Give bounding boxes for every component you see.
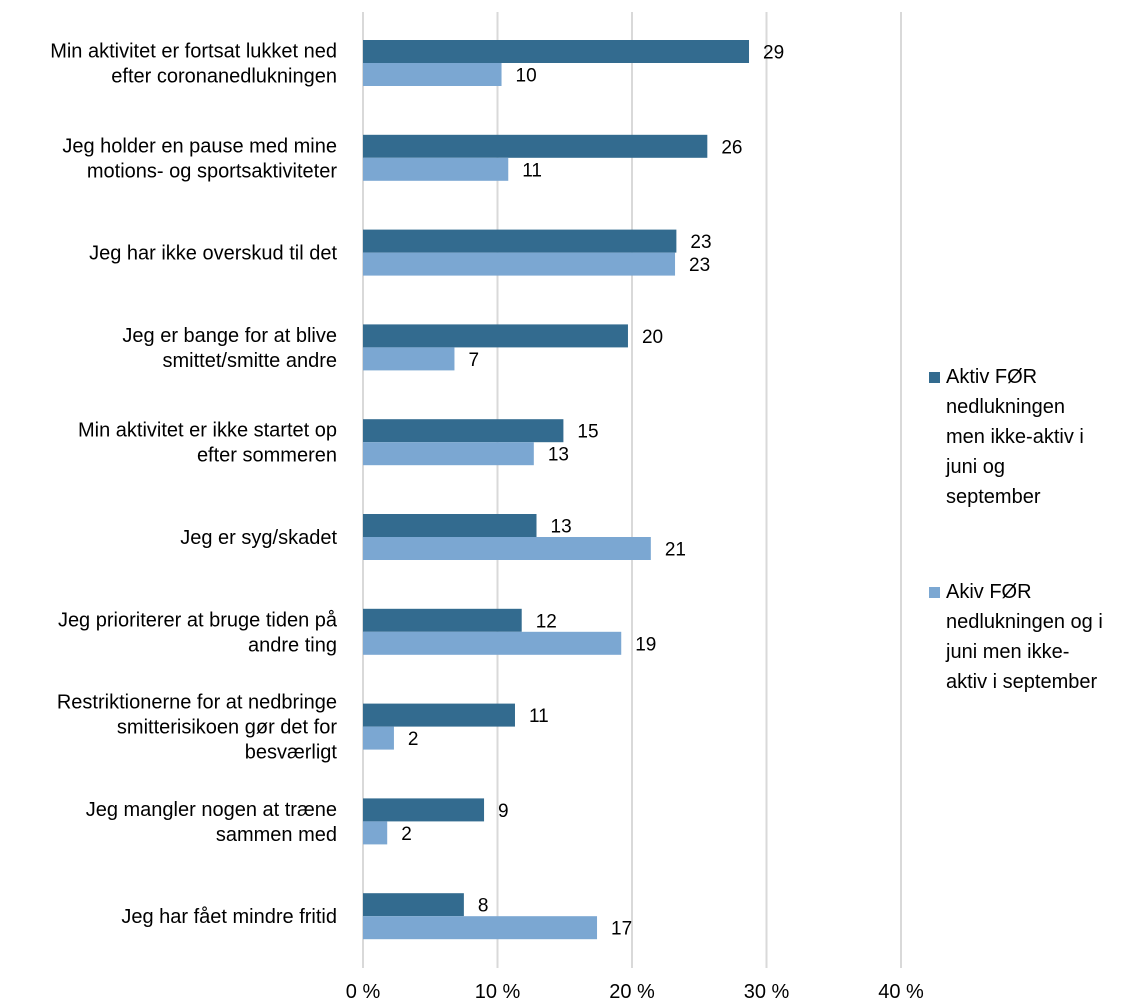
bar-series-0-cat-8 <box>363 798 485 822</box>
legend-label-0: Aktiv FØR nedlukningen men ikke-aktiv i jun… <box>945 366 1084 508</box>
value-label: 21 <box>665 540 686 561</box>
legend-label-1: Akiv FØR nedlukningen og i juni men ikke-a… <box>945 581 1103 693</box>
value-label: 2 <box>401 824 412 845</box>
bars <box>363 40 750 940</box>
value-label: 20 <box>642 327 663 348</box>
value-label: 10 <box>516 66 537 87</box>
x-tick-label: 30 % <box>744 981 790 1001</box>
bar-series-1-cat-3 <box>363 347 455 371</box>
value-label: 13 <box>551 517 572 538</box>
category-label: Jeg er bange for at blive smittet/smitte … <box>122 325 337 372</box>
bar-series-1-cat-6 <box>363 631 622 655</box>
bar-series-1-cat-1 <box>363 157 509 181</box>
x-tick-label: 20 % <box>609 981 655 1001</box>
value-label: 8 <box>478 896 489 917</box>
category-labels: Min aktivitet er fortsat lukket ned efter… <box>50 41 338 929</box>
value-label: 23 <box>690 232 711 253</box>
bar-series-0-cat-2 <box>363 229 677 253</box>
bar-series-0-cat-9 <box>363 893 464 917</box>
bar-series-1-cat-5 <box>363 537 651 560</box>
category-label: Jeg mangler nogen at træne sammen med <box>86 799 337 846</box>
value-label: 13 <box>548 445 569 466</box>
bar-series-0-cat-7 <box>363 703 515 727</box>
x-tick-label: 10 % <box>475 981 521 1001</box>
bar-series-0-cat-1 <box>363 134 708 158</box>
bar-series-1-cat-2 <box>363 252 676 276</box>
x-tick-label: 0 % <box>346 981 381 1001</box>
value-label: 26 <box>721 137 742 158</box>
value-label: 29 <box>763 43 784 64</box>
bar-series-1-cat-7 <box>363 726 394 750</box>
value-label: 19 <box>635 634 656 655</box>
value-label: 2 <box>408 729 419 750</box>
bar-series-1-cat-0 <box>363 63 502 86</box>
bar-series-0-cat-4 <box>363 419 564 443</box>
category-label: Min aktivitet er ikke startet op efter so… <box>78 420 337 467</box>
bar-series-1-cat-8 <box>363 821 388 845</box>
value-label: 7 <box>468 350 479 371</box>
value-label: 11 <box>522 160 542 181</box>
category-label: Min aktivitet er fortsat lukket ned efter… <box>50 41 337 88</box>
bar-series-0-cat-3 <box>363 324 628 348</box>
value-label: 23 <box>689 255 710 276</box>
value-label: 17 <box>611 919 632 940</box>
category-label: Jeg er syg/skadet <box>180 527 337 549</box>
category-label: Jeg holder en pause med mine motions- og … <box>62 135 337 182</box>
category-label: Restriktionerne for at nedbringe smitteri… <box>57 692 338 764</box>
legend-swatch-1 <box>929 587 940 598</box>
value-label: 11 <box>529 706 549 727</box>
category-label: Jeg har ikke overskud til det <box>89 243 337 265</box>
bar-series-0-cat-5 <box>363 514 537 537</box>
category-label: Jeg har fået mindre fritid <box>121 906 337 928</box>
value-label: 9 <box>498 801 509 822</box>
legend: Aktiv FØR nedlukningen men ikke-aktiv i jun… <box>929 366 1103 693</box>
value-label: 15 <box>577 422 598 443</box>
legend-swatch-0 <box>929 372 940 383</box>
x-axis-ticks: 0 % 10 % 20 % 30 % 40 % <box>346 981 924 1001</box>
bar-series-1-cat-4 <box>363 442 534 466</box>
bar-series-0-cat-0 <box>363 40 750 63</box>
value-label: 12 <box>536 611 557 632</box>
category-label: Jeg prioriterer at bruge tiden på andre t… <box>58 609 338 656</box>
x-tick-label: 40 % <box>878 981 924 1001</box>
bar-series-0-cat-6 <box>363 608 522 632</box>
bar-series-1-cat-9 <box>363 916 598 940</box>
